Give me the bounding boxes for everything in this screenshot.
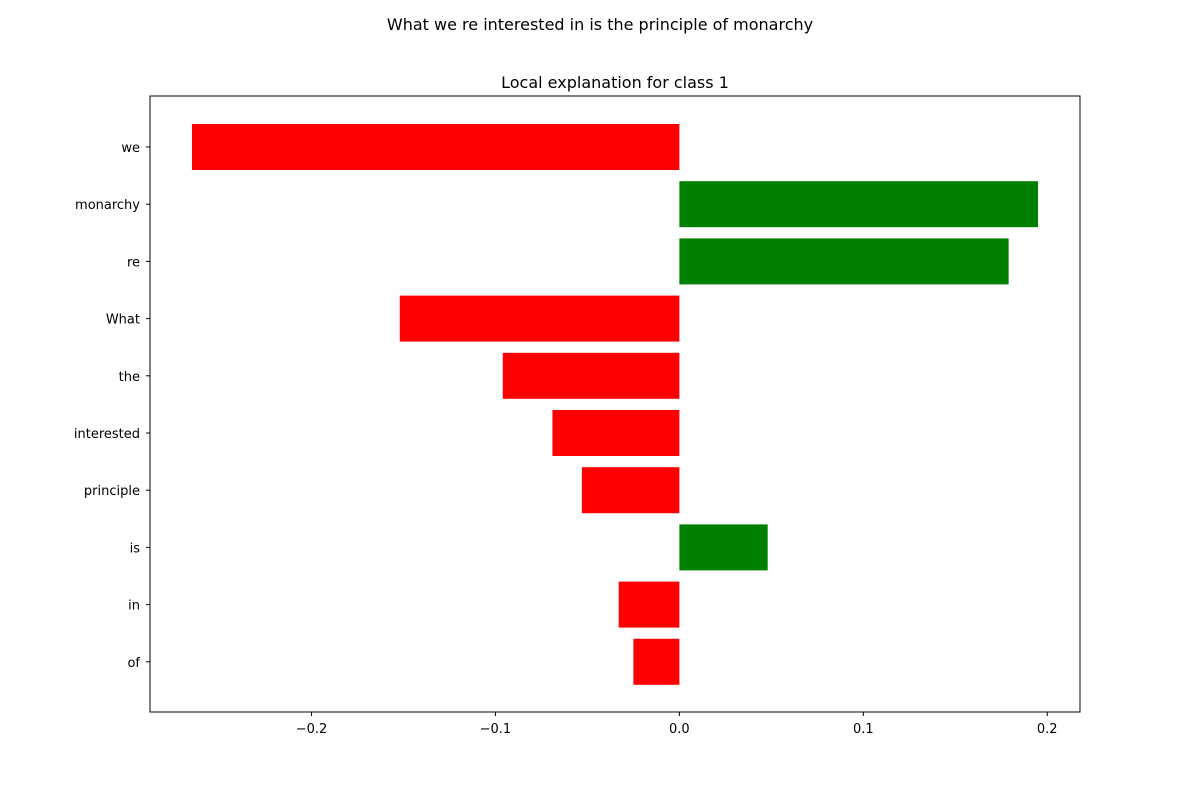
y-tick-label: we	[121, 141, 140, 156]
bar-of	[633, 638, 680, 685]
bar-interested	[552, 410, 680, 456]
x-tick-label: 0.1	[853, 722, 874, 737]
chart-title: Local explanation for class 1	[501, 73, 729, 92]
y-tick-label: interested	[74, 427, 140, 442]
bar-monarchy	[679, 181, 1039, 228]
bar-principle	[581, 467, 680, 514]
bar-what	[399, 295, 680, 342]
y-axis-ticks: we monarchy re What the interested principle is…	[74, 141, 150, 671]
bar-we	[191, 124, 680, 170]
axes-frame	[149, 95, 1081, 713]
x-tick-label: 0.0	[669, 722, 690, 737]
bar-re	[679, 238, 1009, 285]
y-tick-label: re	[127, 255, 140, 270]
y-tick-label: principle	[84, 484, 140, 499]
y-tick-label: of	[127, 656, 140, 671]
bars-group	[191, 124, 1039, 685]
y-tick-label: monarchy	[75, 198, 140, 213]
x-tick-label: −0.1	[480, 722, 512, 737]
y-tick-label: is	[130, 541, 141, 556]
y-tick-label: in	[128, 599, 140, 614]
x-tick-label: −0.2	[296, 722, 328, 737]
figure-suptitle: What we re interested in is the principl…	[387, 15, 813, 34]
bar-the	[502, 352, 680, 399]
bar-in	[618, 581, 680, 628]
x-axis-ticks: −0.2 −0.1 0.0 0.1 0.2	[296, 712, 1058, 737]
y-tick-label: What	[106, 313, 140, 328]
x-tick-label: 0.2	[1037, 722, 1058, 737]
y-tick-label: the	[119, 370, 140, 385]
bar-is	[679, 524, 768, 571]
